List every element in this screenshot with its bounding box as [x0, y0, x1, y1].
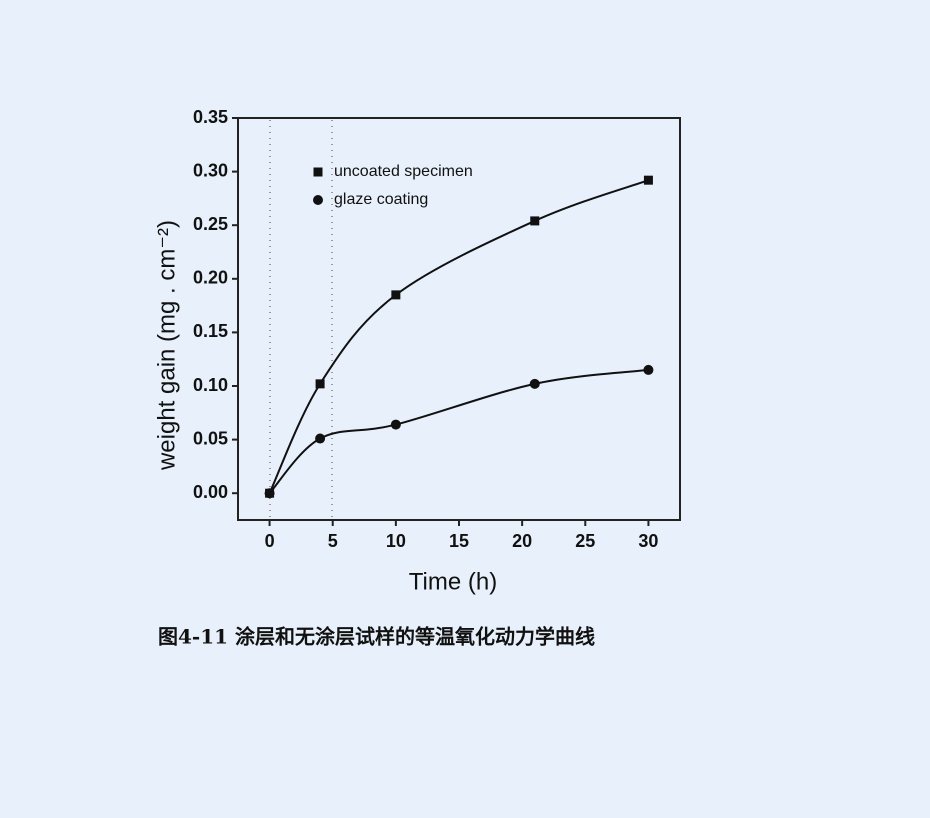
y-axis-label: weight gain (mg . cm⁻²)	[153, 220, 180, 471]
x-tick-label: 10	[386, 531, 406, 551]
data-point	[643, 364, 654, 375]
y-tick-label: 0.15	[193, 321, 228, 341]
x-tick-label: 0	[265, 531, 275, 551]
data-point	[529, 378, 540, 389]
legend-marker	[313, 167, 323, 177]
data-point	[315, 379, 325, 389]
y-tick-label: 0.35	[193, 107, 228, 127]
legend-label: uncoated specimen	[334, 163, 473, 180]
legend-label: glaze coating	[334, 191, 428, 208]
data-point	[264, 488, 275, 499]
y-tick-label: 0.00	[193, 482, 228, 502]
data-point	[391, 290, 401, 300]
x-tick-label: 25	[575, 531, 595, 551]
data-point	[643, 175, 653, 185]
trend-curve	[268, 179, 649, 494]
data-point	[390, 419, 401, 430]
x-tick-label: 30	[638, 531, 658, 551]
caption: 图4-11 涂层和无涂层试样的等温氧化动力学曲线	[158, 625, 595, 649]
y-tick-label: 0.10	[193, 375, 228, 395]
y-tick-label: 0.25	[193, 214, 228, 234]
y-tick-label: 0.05	[193, 428, 228, 448]
legend-marker	[313, 195, 323, 205]
data-point	[530, 216, 540, 226]
data-point	[315, 433, 326, 444]
y-tick-label: 0.30	[193, 160, 228, 180]
y-tick-label: 0.20	[193, 268, 228, 288]
x-axis-label: Time (h)	[409, 568, 497, 595]
trend-curve	[268, 368, 649, 494]
x-tick-label: 15	[449, 531, 469, 551]
x-tick-label: 5	[328, 531, 338, 551]
x-tick-label: 20	[512, 531, 532, 551]
